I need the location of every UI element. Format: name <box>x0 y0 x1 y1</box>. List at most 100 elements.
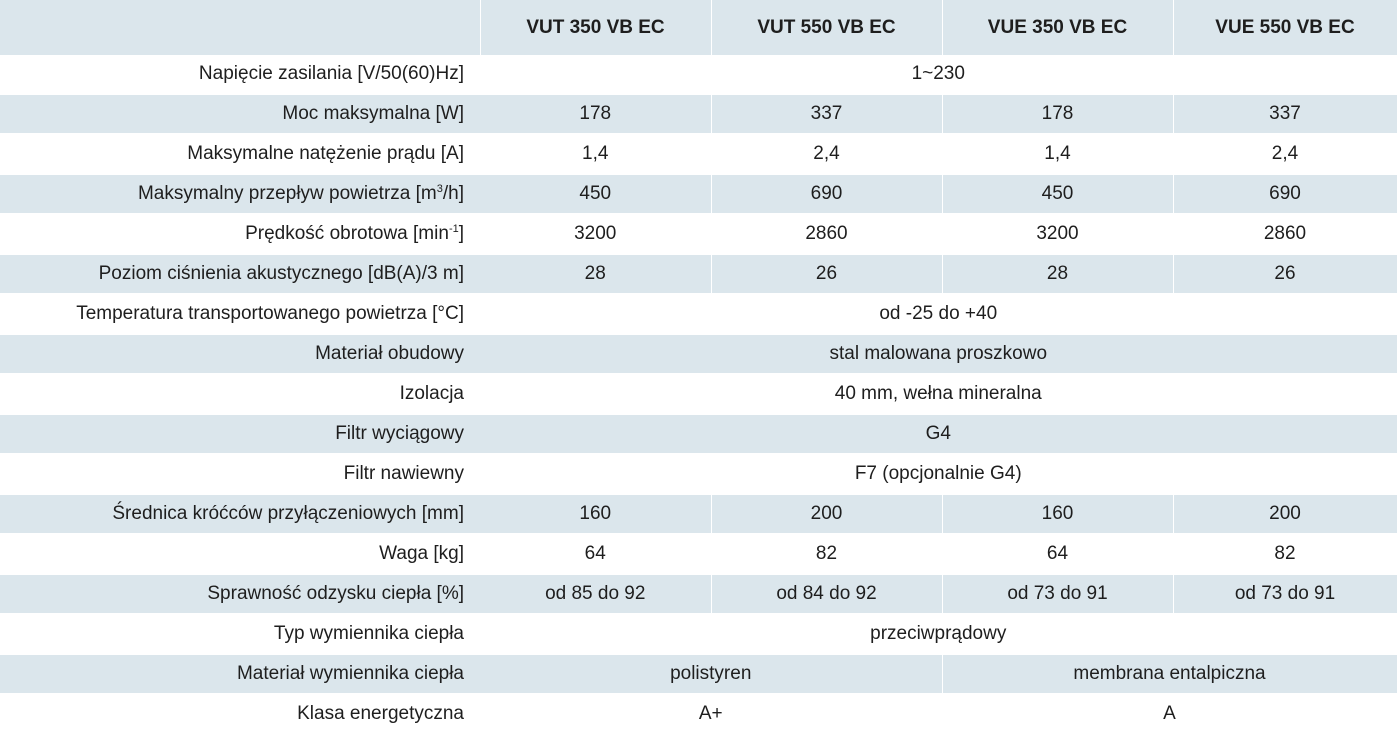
value-cell: 82 <box>1173 535 1397 573</box>
value-cell: 690 <box>711 175 943 213</box>
row-gap-cell <box>0 373 1397 375</box>
row-label-text: Maksymalny przepływ powietrza [m <box>137 183 437 204</box>
row-gap-cell <box>0 693 1397 695</box>
row-gap <box>0 653 1397 655</box>
value-cell: od 85 do 92 <box>480 575 712 613</box>
row-gap <box>0 373 1397 375</box>
row-label-text: Prędkość obrotowa [min <box>245 223 449 244</box>
table-row: Moc maksymalna [W] 178 337 178 337 <box>0 95 1397 133</box>
value-cell: 26 <box>1173 255 1397 293</box>
row-gap-cell <box>0 413 1397 415</box>
table-row: Materiał wymiennika ciepła polistyren memb… <box>0 655 1397 693</box>
row-gap <box>0 133 1397 135</box>
value-cell: 26 <box>711 255 943 293</box>
row-gap <box>0 453 1397 455</box>
table-row: Materiał obudowy stal malowana proszkowo <box>0 335 1397 373</box>
value-cell: 160 <box>480 495 712 533</box>
model-header: VUE 350 VB EC <box>942 0 1174 55</box>
row-gap-cell <box>0 493 1397 495</box>
value-cell: 1~230 <box>480 55 1397 93</box>
row-label: Materiał obudowy <box>0 335 480 373</box>
row-gap-cell <box>0 133 1397 135</box>
row-gap <box>0 413 1397 415</box>
value-cell: 28 <box>480 255 712 293</box>
row-gap-cell <box>0 613 1397 615</box>
value-cell: przeciwprądowy <box>480 615 1397 653</box>
value-cell: 2,4 <box>711 135 943 173</box>
row-label: Średnica króćców przyłączeniowych [mm] <box>0 495 480 533</box>
table-row: Napięcie zasilania [V/50(60)Hz] 1~230 <box>0 55 1397 93</box>
row-label: Sprawność odzysku ciepła [%] <box>0 575 480 613</box>
row-gap-cell <box>0 333 1397 335</box>
row-gap <box>0 613 1397 615</box>
row-gap <box>0 333 1397 335</box>
row-gap <box>0 573 1397 575</box>
value-cell: 200 <box>1173 495 1397 533</box>
row-gap <box>0 293 1397 295</box>
value-cell: 1,4 <box>480 135 712 173</box>
model-header: VUE 550 VB EC <box>1173 0 1397 55</box>
value-cell: G4 <box>480 415 1397 453</box>
value-cell: 178 <box>942 95 1174 133</box>
table-row: Sprawność odzysku ciepła [%] od 85 do 92 o… <box>0 575 1397 613</box>
table-row: Filtr nawiewny F7 (opcjonalnie G4) <box>0 455 1397 493</box>
table-row: Maksymalny przepływ powietrza [m3/h] 450 6… <box>0 175 1397 213</box>
value-cell: 40 mm, wełna mineralna <box>480 375 1397 413</box>
value-cell: 2860 <box>1173 215 1397 253</box>
table-row: Waga [kg] 64 82 64 82 <box>0 535 1397 573</box>
row-label-superscript: 3 <box>436 183 443 195</box>
row-gap <box>0 533 1397 535</box>
table-header: VUT 350 VB EC VUT 550 VB EC VUE 350 VB E… <box>0 0 1397 55</box>
row-label: Typ wymiennika ciepła <box>0 615 480 653</box>
row-label: Maksymalne natężenie prądu [A] <box>0 135 480 173</box>
value-cell: od -25 do +40 <box>480 295 1397 333</box>
row-gap-cell <box>0 173 1397 175</box>
value-cell: F7 (opcjonalnie G4) <box>480 455 1397 493</box>
value-cell: membrana entalpiczna <box>942 655 1397 693</box>
header-corner <box>0 0 481 55</box>
value-cell: polistyren <box>480 655 943 693</box>
row-gap-cell <box>0 533 1397 535</box>
value-cell: 178 <box>480 95 712 133</box>
row-gap <box>0 493 1397 495</box>
value-cell: 337 <box>711 95 943 133</box>
table-row: Maksymalne natężenie prądu [A] 1,4 2,4 1,4 2… <box>0 135 1397 173</box>
value-cell: 160 <box>942 495 1174 533</box>
row-gap-cell <box>0 293 1397 295</box>
row-label: Izolacja <box>0 375 480 413</box>
row-gap-cell <box>0 93 1397 95</box>
row-gap <box>0 693 1397 695</box>
value-cell: 450 <box>480 175 712 213</box>
value-cell: 28 <box>942 255 1174 293</box>
value-cell: 64 <box>942 535 1174 573</box>
value-cell: A <box>942 695 1397 733</box>
row-gap-cell <box>0 253 1397 255</box>
value-cell: od 73 do 91 <box>942 575 1174 613</box>
value-cell: 3200 <box>480 215 712 253</box>
value-cell: 82 <box>711 535 943 573</box>
value-cell: 1,4 <box>942 135 1174 173</box>
table-row: Filtr wyciągowy G4 <box>0 415 1397 453</box>
value-cell: od 73 do 91 <box>1173 575 1397 613</box>
value-cell: 337 <box>1173 95 1397 133</box>
row-label: Moc maksymalna [W] <box>0 95 480 133</box>
row-label-unit-tail: ] <box>458 223 464 244</box>
row-gap-cell <box>0 573 1397 575</box>
row-label: Materiał wymiennika ciepła <box>0 655 480 693</box>
table-row: Temperatura transportowanego powietrza [… <box>0 295 1397 333</box>
row-label: Maksymalny przepływ powietrza [m3/h] <box>0 175 480 213</box>
row-gap-cell <box>0 653 1397 655</box>
row-gap-cell <box>0 453 1397 455</box>
value-cell: 64 <box>480 535 712 573</box>
row-gap-cell <box>0 213 1397 215</box>
value-cell: 2,4 <box>1173 135 1397 173</box>
value-cell: stal malowana proszkowo <box>480 335 1397 373</box>
value-cell: A+ <box>480 695 943 733</box>
row-label: Napięcie zasilania [V/50(60)Hz] <box>0 55 480 93</box>
table-body: Napięcie zasilania [V/50(60)Hz] 1~230 Moc … <box>0 55 1397 733</box>
row-label: Poziom ciśnienia akustycznego [dB(A)/3 m… <box>0 255 480 293</box>
row-gap <box>0 253 1397 255</box>
row-label: Klasa energetyczna <box>0 695 480 733</box>
model-header: VUT 550 VB EC <box>711 0 943 55</box>
